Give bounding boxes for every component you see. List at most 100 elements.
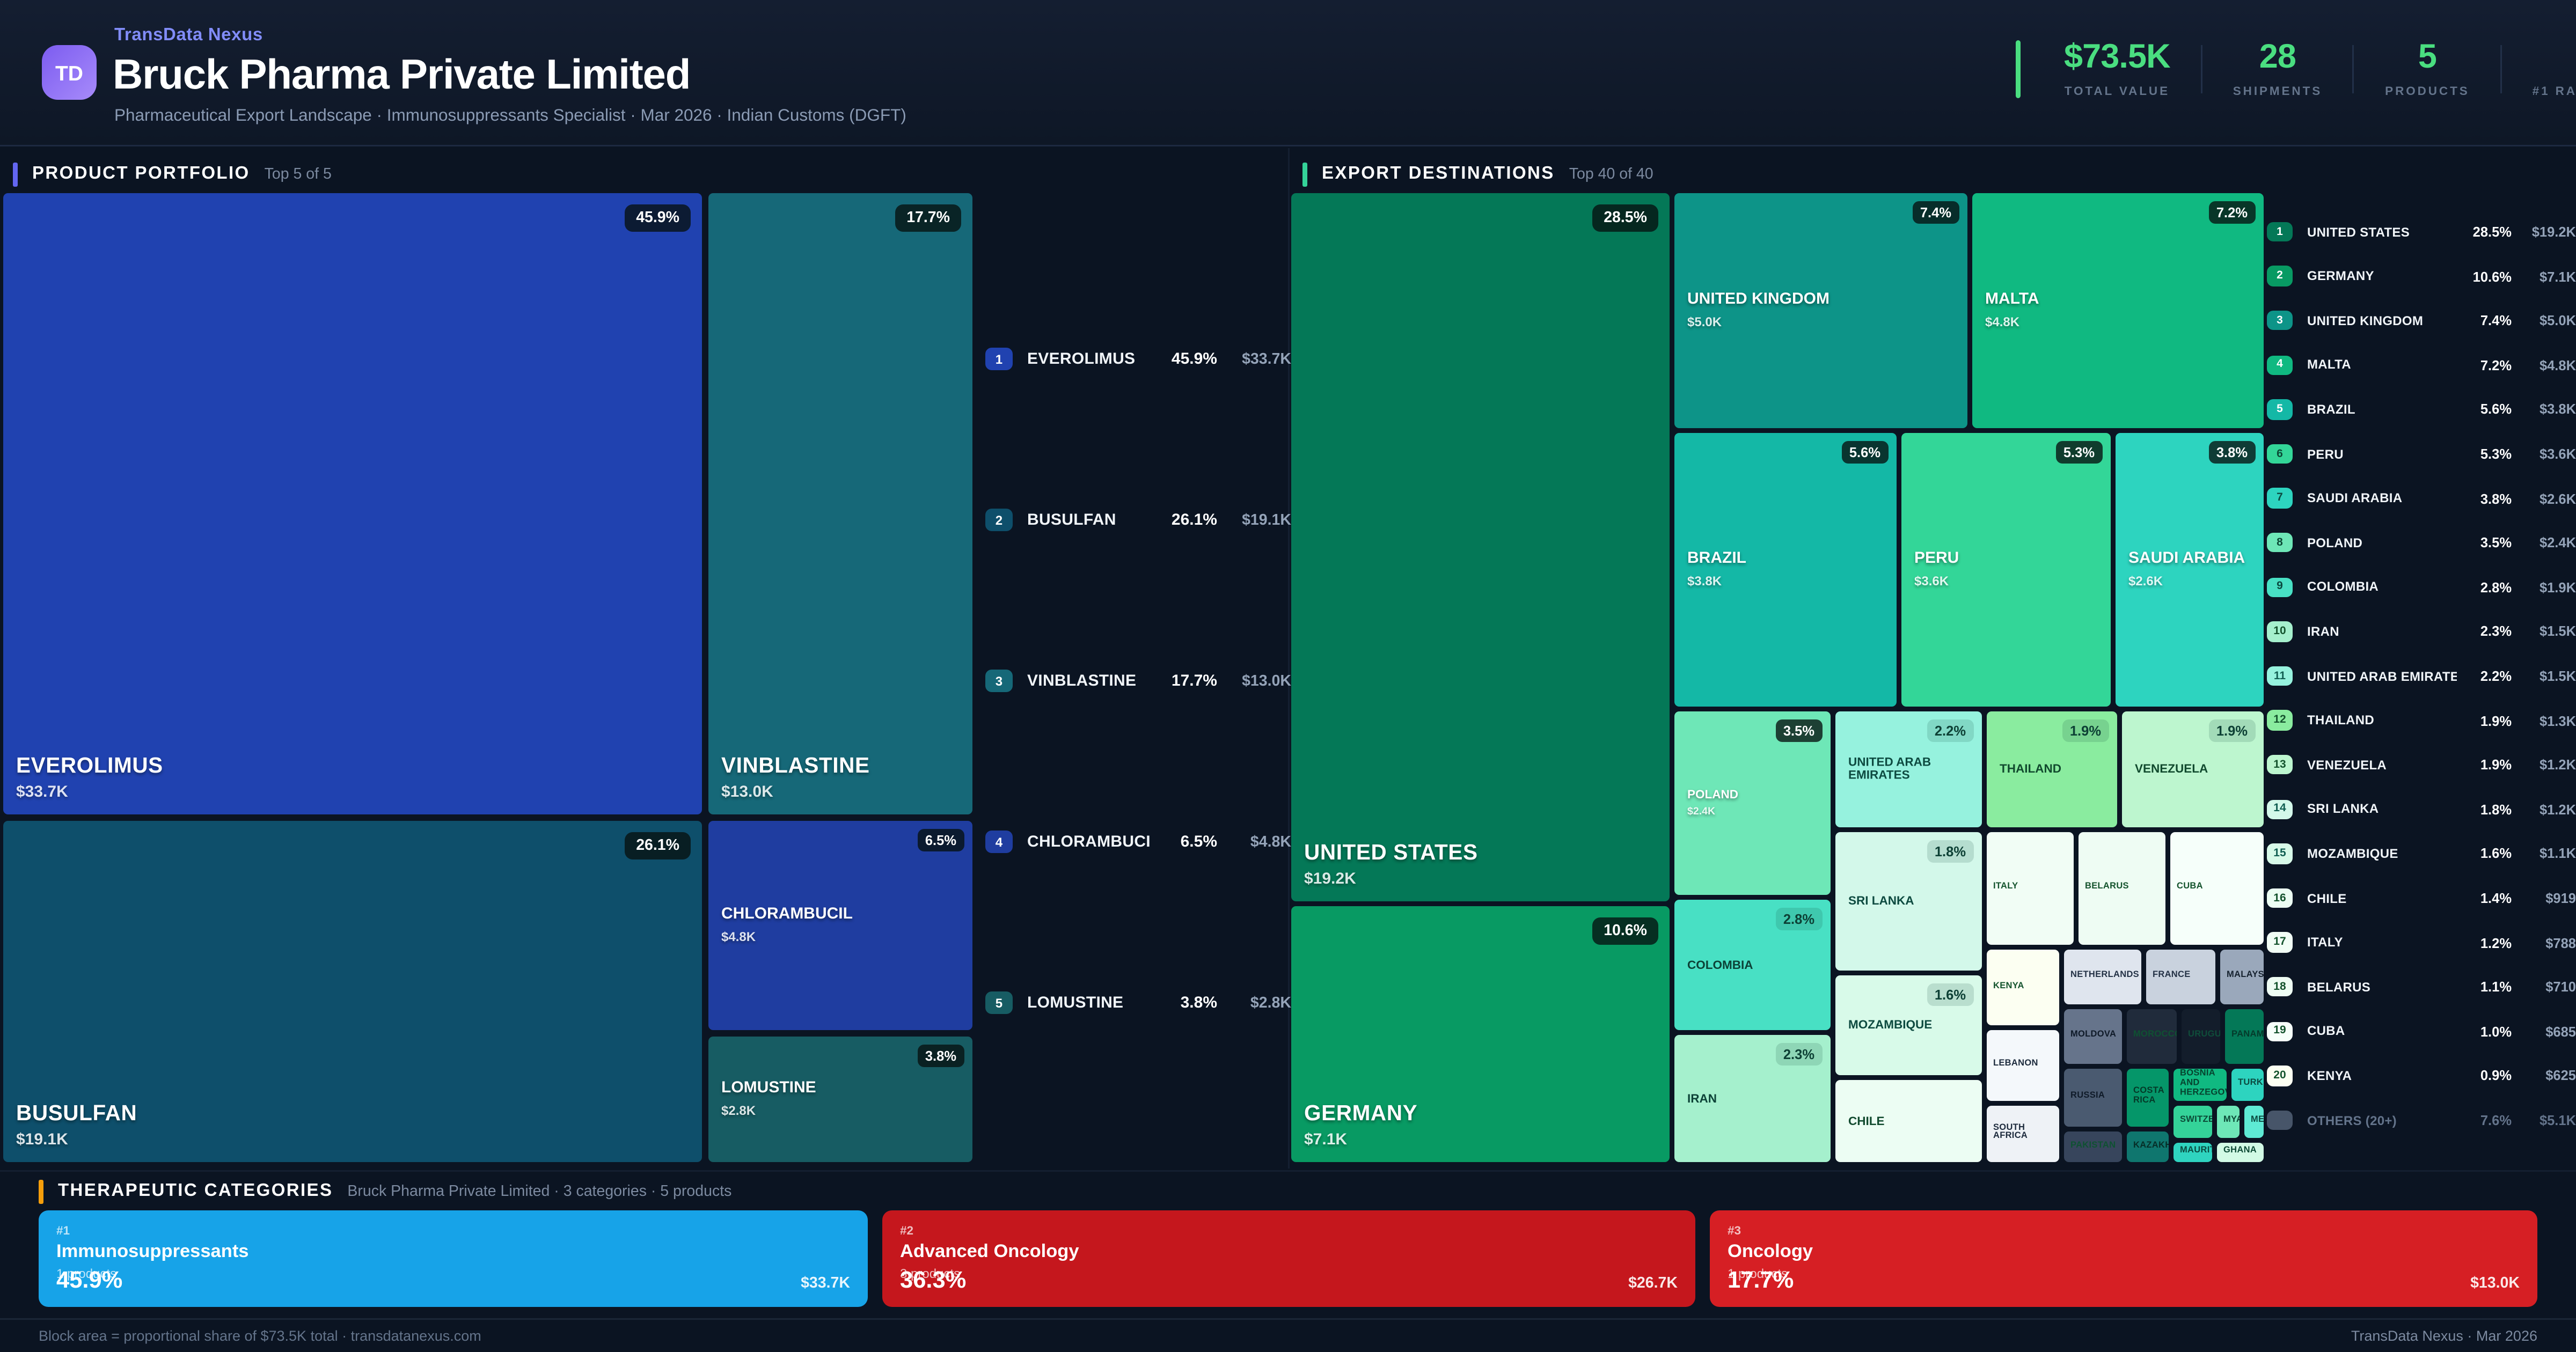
product-block-lomustine[interactable]: 3.8% LOMUSTINE $2.8K	[708, 1037, 972, 1162]
destination-name: GERMANY	[1304, 1101, 1418, 1126]
destination-block-uruguay[interactable]: URUGUAY	[2182, 1009, 2220, 1064]
destination-block-mozambique[interactable]: 1.6% MOZAMBIQUE	[1835, 975, 1982, 1075]
product-row-everolimus[interactable]: 1 EVEROLIMUS 45.9% $33.7K	[985, 341, 1291, 377]
destination-row-sri-lanka[interactable]: 14 SRI LANKA 1.8% $1.2K	[2267, 796, 2576, 822]
destination-row-united-kingdom[interactable]: 3 UNITED KINGDOM 7.4% $5.0K	[2267, 308, 2576, 334]
product-block-busulfan[interactable]: 26.1% BUSULFAN $19.1K	[3, 821, 702, 1162]
category-card-advanced-oncology[interactable]: #2 Advanced Oncology 3 products 36.3% $26.7K	[882, 1210, 1695, 1307]
destination-name: OTHERS (20+)	[2307, 1113, 2397, 1128]
destination-block-south-africa[interactable]: SOUTH AFRICA	[1987, 1106, 2059, 1162]
destination-block-chile[interactable]: CHILE	[1835, 1080, 1982, 1162]
destination-row-colombia[interactable]: 9 COLOMBIA 2.8% $1.9K	[2267, 574, 2576, 600]
destination-block-cuba[interactable]: CUBA	[2170, 832, 2264, 945]
destination-row-united-states[interactable]: 1 UNITED STATES 28.5% $19.2K	[2267, 219, 2576, 245]
rank-chip: 10	[2267, 621, 2293, 642]
destination-block-russia[interactable]: RUSSIA	[2064, 1069, 2122, 1127]
destination-row-others-20[interactable]: OTHERS (20+) 7.6% $5.1K	[2267, 1107, 2576, 1133]
destination-block-peru[interactable]: 5.3% PERU $3.6K	[1901, 433, 2111, 707]
page-title: Bruck Pharma Private Limited	[113, 50, 691, 98]
destination-row-mozambique[interactable]: 15 MOZAMBIQUE 1.6% $1.1K	[2267, 841, 2576, 866]
destination-block-united-arab-emirates[interactable]: 2.2% UNITED ARAB EMIRATES	[1835, 711, 1982, 827]
destination-row-kenya[interactable]: 20 KENYA 0.9% $625	[2267, 1063, 2576, 1089]
destination-block-united-states[interactable]: 28.5% UNITED STATES $19.2K	[1291, 193, 1670, 901]
destination-name: CHILE	[2307, 891, 2347, 906]
product-name: VINBLASTINE	[721, 754, 870, 778]
product-block-vinblastine[interactable]: 17.7% VINBLASTINE $13.0K	[708, 193, 972, 814]
destination-block-malaysia[interactable]: MALAYSIA	[2220, 950, 2264, 1004]
destination-block-italy[interactable]: ITALY	[1987, 832, 2074, 945]
destination-row-brazil[interactable]: 5 BRAZIL 5.6% $3.8K	[2267, 396, 2576, 422]
product-name: CHLORAMBUCIL	[1027, 833, 1150, 851]
destination-block-mauritius[interactable]: MAURITIUS	[2174, 1143, 2212, 1162]
footer-note: Block area = proportional share of $73.5…	[39, 1328, 481, 1344]
destination-row-belarus[interactable]: 18 BELARUS 1.1% $710	[2267, 974, 2576, 1000]
destination-block-france[interactable]: FRANCE	[2146, 950, 2215, 1004]
destination-block-bosnia-and-herzegovi[interactable]: BOSNIA AND HERZEGOVI...	[2174, 1069, 2227, 1101]
product-block-chlorambucil[interactable]: 6.5% CHLORAMBUCIL $4.8K	[708, 821, 972, 1030]
destination-name: MEXICO	[2251, 1115, 2264, 1126]
destination-row-cuba[interactable]: 19 CUBA 1.0% $685	[2267, 1018, 2576, 1044]
category-product-count: 1 products	[1728, 1267, 1788, 1281]
destination-row-united-arab-emirates[interactable]: 11 UNITED ARAB EMIRATES 2.2% $1.5K	[2267, 663, 2576, 689]
destination-row-poland[interactable]: 8 POLAND 3.5% $2.4K	[2267, 530, 2576, 556]
destination-block-united-kingdom[interactable]: 7.4% UNITED KINGDOM $5.0K	[1674, 193, 1967, 428]
rank-chip: 12	[2267, 710, 2293, 731]
destination-row-malta[interactable]: 4 MALTA 7.2% $4.8K	[2267, 352, 2576, 378]
destination-row-peru[interactable]: 6 PERU 5.3% $3.6K	[2267, 441, 2576, 467]
destination-block-panama[interactable]: PANAMA	[2225, 1009, 2264, 1064]
share-badge: 10.6%	[1592, 917, 1658, 944]
destination-name: IRAN	[2307, 624, 2339, 639]
product-row-lomustine[interactable]: 5 LOMUSTINE 3.8% $2.8K	[985, 985, 1291, 1020]
destination-row-germany[interactable]: 2 GERMANY 10.6% $7.1K	[2267, 263, 2576, 289]
destination-block-mexico[interactable]: MEXICO	[2244, 1106, 2264, 1138]
destination-block-malta[interactable]: 7.2% MALTA $4.8K	[1972, 193, 2264, 428]
category-card-immunosuppressants[interactable]: #1 Immunosuppressants 1 products 45.9% $33.7…	[39, 1210, 868, 1307]
destination-row-chile[interactable]: 16 CHILE 1.4% $919	[2267, 885, 2576, 911]
product-name: EVEROLIMUS	[16, 754, 163, 778]
destination-share: 1.9%	[2480, 712, 2512, 729]
destination-block-germany[interactable]: 10.6% GERMANY $7.1K	[1291, 906, 1670, 1162]
destination-block-poland[interactable]: 3.5% POLAND $2.4K	[1674, 711, 1831, 895]
stat-value: $73.5K	[2064, 39, 2171, 76]
destination-row-venezuela[interactable]: 13 VENEZUELA 1.9% $1.2K	[2267, 752, 2576, 778]
destination-block-colombia[interactable]: 2.8% COLOMBIA	[1674, 900, 1831, 1030]
share-badge: 1.9%	[2208, 719, 2256, 741]
destination-block-kazakhstan[interactable]: KAZAKHSTAN	[2127, 1131, 2169, 1162]
destination-block-morocco[interactable]: MOROCCO	[2127, 1009, 2177, 1064]
destination-row-saudi-arabia[interactable]: 7 SAUDI ARABIA 3.8% $2.6K	[2267, 486, 2576, 511]
destination-block-switzerland[interactable]: SWITZERLAND	[2174, 1106, 2212, 1138]
product-row-vinblastine[interactable]: 3 VINBLASTINE 17.7% $13.0K	[985, 663, 1291, 699]
destination-block-lebanon[interactable]: LEBANON	[1987, 1030, 2059, 1101]
destination-block-venezuela[interactable]: 1.9% VENEZUELA	[2122, 711, 2264, 827]
product-row-chlorambucil[interactable]: 4 CHLORAMBUCIL 6.5% $4.8K	[985, 824, 1291, 859]
destination-block-ghana[interactable]: GHANA	[2217, 1143, 2264, 1162]
destination-block-thailand[interactable]: 1.9% THAILAND	[1987, 711, 2117, 827]
destination-block-costa-rica[interactable]: COSTA RICA	[2127, 1069, 2169, 1127]
block-label: PAKISTAN	[2070, 1141, 2119, 1152]
section-subtitle: Top 5 of 5	[264, 165, 332, 183]
section-accent-bar	[13, 161, 18, 186]
destination-name: UNITED KINGDOM	[2307, 313, 2424, 328]
destination-block-myanmar[interactable]: MYANMAR	[2217, 1106, 2240, 1138]
destination-block-netherlands[interactable]: NETHERLANDS	[2064, 950, 2141, 1004]
destination-name: SAUDI ARABIA	[2128, 549, 2245, 568]
destination-block-belarus[interactable]: BELARUS	[2079, 832, 2165, 945]
product-row-busulfan[interactable]: 2 BUSULFAN 26.1% $19.1K	[985, 502, 1291, 538]
destination-row-italy[interactable]: 17 ITALY 1.2% $788	[2267, 930, 2576, 956]
category-value: $33.7K	[801, 1275, 850, 1292]
category-card-oncology[interactable]: #3 Oncology 1 products 17.7% $13.0K	[1710, 1210, 2537, 1307]
destination-row-iran[interactable]: 10 IRAN 2.3% $1.5K	[2267, 619, 2576, 644]
destination-row-thailand[interactable]: 12 THAILAND 1.9% $1.3K	[2267, 708, 2576, 733]
destination-block-pakistan[interactable]: PAKISTAN	[2064, 1131, 2122, 1162]
block-label: MALAYSIA	[2227, 971, 2264, 982]
destination-block-brazil[interactable]: 5.6% BRAZIL $3.8K	[1674, 433, 1897, 707]
destination-block-kenya[interactable]: KENYA	[1987, 950, 2059, 1025]
destination-block-saudi-arabia[interactable]: 3.8% SAUDI ARABIA $2.6K	[2116, 433, 2264, 707]
destination-block-iran[interactable]: 2.3% IRAN	[1674, 1035, 1831, 1162]
destination-block-sri-lanka[interactable]: 1.8% SRI LANKA	[1835, 832, 1982, 971]
product-value: $13.0K	[721, 784, 773, 802]
destination-value: $2.4K	[1687, 806, 1716, 818]
destination-block-turkey[interactable]: TURKEY	[2231, 1069, 2264, 1101]
destination-block-moldova[interactable]: MOLDOVA	[2064, 1009, 2122, 1064]
product-block-everolimus[interactable]: 45.9% EVEROLIMUS $33.7K	[3, 193, 702, 814]
